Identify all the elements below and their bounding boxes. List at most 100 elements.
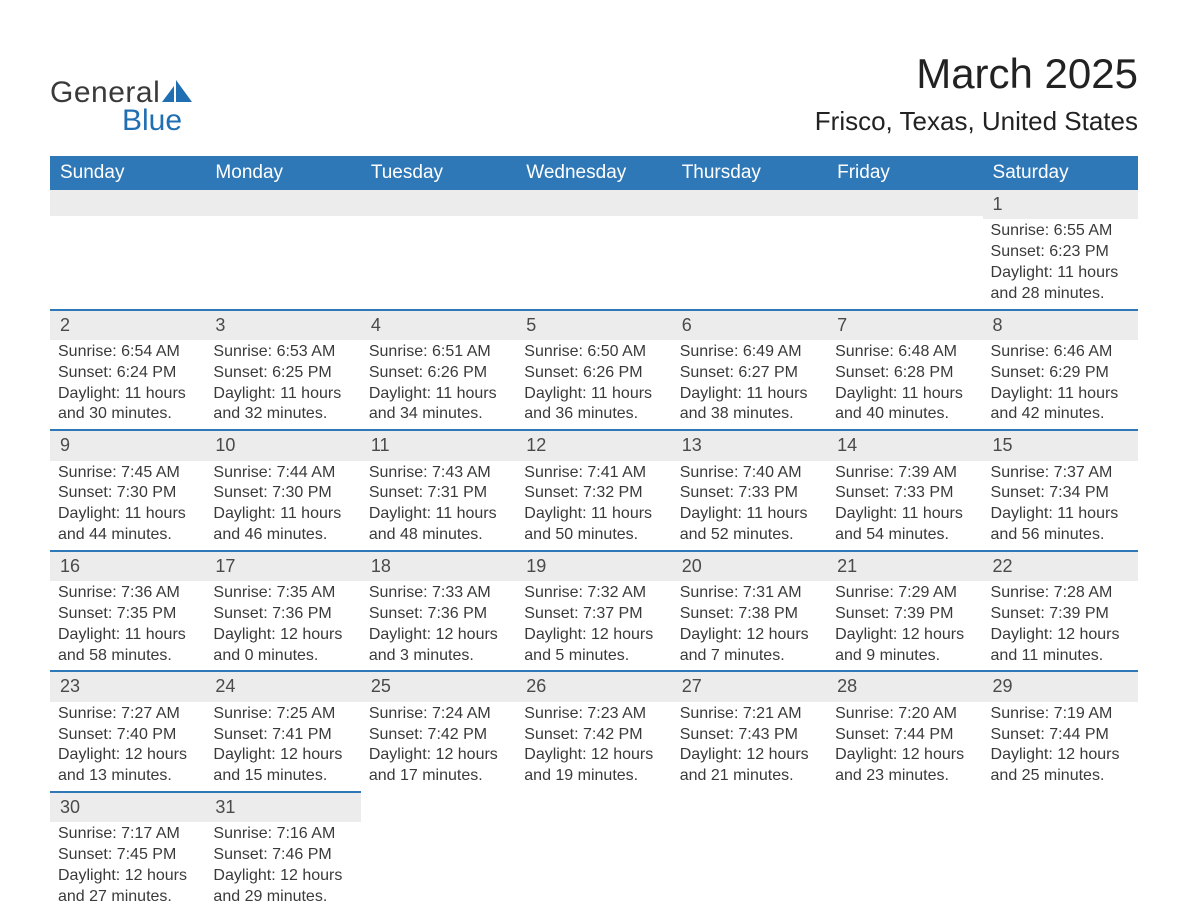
day-body: Sunrise: 7:44 AMSunset: 7:30 PMDaylight:… xyxy=(205,461,360,550)
calendar-day-cell xyxy=(672,792,827,912)
day-sunset: Sunset: 7:36 PM xyxy=(213,604,350,625)
day-daylight1: Daylight: 11 hours xyxy=(991,504,1128,525)
day-sunset: Sunset: 7:31 PM xyxy=(369,483,506,504)
calendar-week-row: 23Sunrise: 7:27 AMSunset: 7:40 PMDayligh… xyxy=(50,671,1138,792)
day-daylight1: Daylight: 12 hours xyxy=(369,745,506,766)
day-daylight2: and 48 minutes. xyxy=(369,525,506,546)
calendar-day-cell: 19Sunrise: 7:32 AMSunset: 7:37 PMDayligh… xyxy=(516,551,671,672)
calendar-day-cell: 17Sunrise: 7:35 AMSunset: 7:36 PMDayligh… xyxy=(205,551,360,672)
calendar-day-cell: 22Sunrise: 7:28 AMSunset: 7:39 PMDayligh… xyxy=(983,551,1138,672)
day-sunrise: Sunrise: 6:48 AM xyxy=(835,342,972,363)
calendar-day-cell xyxy=(361,792,516,912)
calendar-day-cell xyxy=(516,792,671,912)
calendar-day-cell xyxy=(205,190,360,310)
day-daylight1: Daylight: 12 hours xyxy=(991,745,1128,766)
day-daylight1: Daylight: 11 hours xyxy=(58,504,195,525)
calendar-day-cell: 20Sunrise: 7:31 AMSunset: 7:38 PMDayligh… xyxy=(672,551,827,672)
day-number: 19 xyxy=(516,552,671,581)
day-sunset: Sunset: 6:29 PM xyxy=(991,363,1128,384)
day-body xyxy=(672,216,827,222)
day-sunset: Sunset: 7:36 PM xyxy=(369,604,506,625)
day-number: 12 xyxy=(516,431,671,460)
day-daylight1: Daylight: 12 hours xyxy=(680,745,817,766)
day-sunset: Sunset: 6:26 PM xyxy=(369,363,506,384)
day-number: 1 xyxy=(983,190,1138,219)
calendar-table: Sunday Monday Tuesday Wednesday Thursday… xyxy=(50,156,1138,911)
day-daylight1: Daylight: 11 hours xyxy=(369,504,506,525)
day-daylight1: Daylight: 12 hours xyxy=(369,625,506,646)
weekday-header: Saturday xyxy=(983,156,1138,190)
weekday-header: Wednesday xyxy=(516,156,671,190)
day-number: 30 xyxy=(50,793,205,822)
day-sunrise: Sunrise: 6:50 AM xyxy=(524,342,661,363)
day-sunrise: Sunrise: 6:53 AM xyxy=(213,342,350,363)
day-body xyxy=(516,818,671,824)
day-daylight2: and 28 minutes. xyxy=(991,284,1128,305)
calendar-day-cell: 9Sunrise: 7:45 AMSunset: 7:30 PMDaylight… xyxy=(50,430,205,551)
calendar-day-cell: 30Sunrise: 7:17 AMSunset: 7:45 PMDayligh… xyxy=(50,792,205,912)
day-body xyxy=(516,216,671,222)
day-number xyxy=(983,792,1138,818)
day-daylight2: and 9 minutes. xyxy=(835,646,972,667)
day-sunset: Sunset: 7:37 PM xyxy=(524,604,661,625)
day-sunrise: Sunrise: 7:36 AM xyxy=(58,583,195,604)
day-sunrise: Sunrise: 7:44 AM xyxy=(213,463,350,484)
calendar-day-cell: 28Sunrise: 7:20 AMSunset: 7:44 PMDayligh… xyxy=(827,671,982,792)
day-daylight2: and 30 minutes. xyxy=(58,404,195,425)
day-body: Sunrise: 7:36 AMSunset: 7:35 PMDaylight:… xyxy=(50,581,205,670)
day-body: Sunrise: 7:35 AMSunset: 7:36 PMDaylight:… xyxy=(205,581,360,670)
day-sunset: Sunset: 6:24 PM xyxy=(58,363,195,384)
day-daylight1: Daylight: 12 hours xyxy=(213,745,350,766)
day-number: 31 xyxy=(205,793,360,822)
day-daylight2: and 0 minutes. xyxy=(213,646,350,667)
day-sunset: Sunset: 6:23 PM xyxy=(991,242,1128,263)
day-sunset: Sunset: 7:44 PM xyxy=(991,725,1128,746)
calendar-day-cell: 23Sunrise: 7:27 AMSunset: 7:40 PMDayligh… xyxy=(50,671,205,792)
day-daylight2: and 3 minutes. xyxy=(369,646,506,667)
day-number xyxy=(672,792,827,818)
day-sunrise: Sunrise: 7:29 AM xyxy=(835,583,972,604)
day-body xyxy=(983,818,1138,824)
day-daylight2: and 40 minutes. xyxy=(835,404,972,425)
day-number xyxy=(672,190,827,216)
calendar-day-cell: 10Sunrise: 7:44 AMSunset: 7:30 PMDayligh… xyxy=(205,430,360,551)
day-daylight2: and 15 minutes. xyxy=(213,766,350,787)
day-daylight2: and 5 minutes. xyxy=(524,646,661,667)
day-body xyxy=(205,216,360,222)
day-sunset: Sunset: 7:46 PM xyxy=(213,845,350,866)
day-body: Sunrise: 7:29 AMSunset: 7:39 PMDaylight:… xyxy=(827,581,982,670)
day-daylight2: and 27 minutes. xyxy=(58,887,195,908)
day-daylight2: and 29 minutes. xyxy=(213,887,350,908)
day-number: 16 xyxy=(50,552,205,581)
day-sunset: Sunset: 7:30 PM xyxy=(213,483,350,504)
day-number xyxy=(516,792,671,818)
day-number: 28 xyxy=(827,672,982,701)
calendar-day-cell: 25Sunrise: 7:24 AMSunset: 7:42 PMDayligh… xyxy=(361,671,516,792)
day-daylight1: Daylight: 11 hours xyxy=(58,625,195,646)
day-body: Sunrise: 7:25 AMSunset: 7:41 PMDaylight:… xyxy=(205,702,360,791)
calendar-week-row: 2Sunrise: 6:54 AMSunset: 6:24 PMDaylight… xyxy=(50,310,1138,431)
day-daylight1: Daylight: 11 hours xyxy=(680,384,817,405)
day-sunset: Sunset: 7:33 PM xyxy=(835,483,972,504)
day-body xyxy=(827,818,982,824)
day-number: 9 xyxy=(50,431,205,460)
calendar-day-cell: 24Sunrise: 7:25 AMSunset: 7:41 PMDayligh… xyxy=(205,671,360,792)
calendar-day-cell: 6Sunrise: 6:49 AMSunset: 6:27 PMDaylight… xyxy=(672,310,827,431)
calendar-day-cell: 4Sunrise: 6:51 AMSunset: 6:26 PMDaylight… xyxy=(361,310,516,431)
day-daylight1: Daylight: 11 hours xyxy=(835,384,972,405)
day-daylight2: and 11 minutes. xyxy=(991,646,1128,667)
weekday-header-row: Sunday Monday Tuesday Wednesday Thursday… xyxy=(50,156,1138,190)
day-sunrise: Sunrise: 7:32 AM xyxy=(524,583,661,604)
day-number xyxy=(205,190,360,216)
day-daylight2: and 52 minutes. xyxy=(680,525,817,546)
day-daylight2: and 32 minutes. xyxy=(213,404,350,425)
day-sunset: Sunset: 6:25 PM xyxy=(213,363,350,384)
day-sunrise: Sunrise: 6:54 AM xyxy=(58,342,195,363)
day-body: Sunrise: 7:28 AMSunset: 7:39 PMDaylight:… xyxy=(983,581,1138,670)
day-sunrise: Sunrise: 7:41 AM xyxy=(524,463,661,484)
day-body: Sunrise: 7:16 AMSunset: 7:46 PMDaylight:… xyxy=(205,822,360,911)
day-body: Sunrise: 7:32 AMSunset: 7:37 PMDaylight:… xyxy=(516,581,671,670)
day-number xyxy=(827,792,982,818)
weekday-header: Monday xyxy=(205,156,360,190)
calendar-day-cell: 14Sunrise: 7:39 AMSunset: 7:33 PMDayligh… xyxy=(827,430,982,551)
